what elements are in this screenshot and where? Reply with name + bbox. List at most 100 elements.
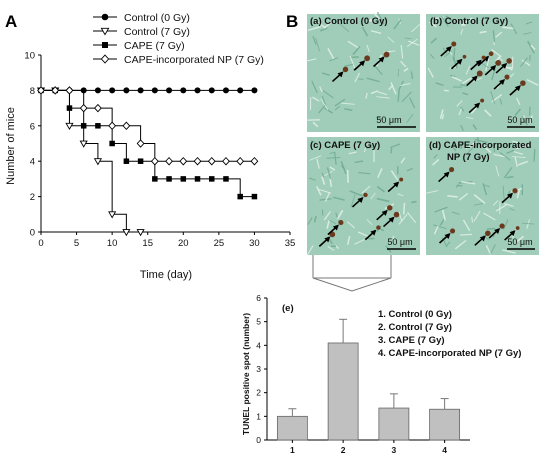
tissue-fiber [402, 202, 406, 215]
tissue-fiber [315, 38, 320, 52]
tissue-fiber [530, 44, 536, 51]
data-point [123, 87, 130, 94]
y-tick-label: 5 [256, 317, 261, 327]
arrow-head [471, 75, 478, 82]
tunel-spot [504, 74, 510, 80]
tissue-fiber [349, 190, 363, 197]
tissue-fiber [473, 203, 483, 206]
tissue-fiber [495, 204, 507, 212]
x-tick-label: 3 [392, 445, 397, 455]
tissue-fiber [370, 90, 379, 95]
tissue-fiber [466, 116, 474, 120]
tissue-fiber [410, 71, 414, 80]
data-point [102, 42, 108, 48]
tissue-fiber [506, 149, 515, 154]
tissue-fiber [462, 92, 469, 96]
tissue-fiber [350, 194, 356, 208]
x-tick-label: 30 [249, 238, 260, 249]
tissue-fiber [495, 31, 503, 38]
tunel-spot [376, 225, 381, 230]
tissue-fiber [512, 140, 519, 144]
data-point [151, 87, 158, 94]
tissue-fiber [389, 143, 401, 149]
tissue-fiber [327, 47, 335, 60]
tissue-fiber [305, 58, 317, 62]
tunel-spots [318, 177, 404, 247]
data-point [94, 87, 101, 94]
tissue-fiber [491, 48, 501, 57]
data-point [137, 158, 144, 164]
y-tick-label: 6 [30, 121, 35, 132]
tissue-fiber [424, 190, 439, 194]
data-point [251, 193, 258, 200]
data-point [93, 158, 102, 166]
micrograph-label-line1: (d) CAPE-incorporated [429, 140, 532, 151]
panel-a-letter: A [5, 12, 17, 31]
tissue-fiber [346, 235, 351, 245]
arrow-head [381, 209, 388, 216]
tunel-spot [476, 70, 483, 77]
tissue-fiber [388, 84, 394, 91]
tissue-fiber [444, 50, 453, 58]
tissue-fiber [320, 98, 329, 111]
tissue-fiber [373, 12, 383, 24]
tunel-spots [331, 51, 390, 83]
tissue-fiber [473, 77, 483, 82]
tissue-fiber [366, 77, 380, 83]
tissue-fiber [503, 166, 513, 179]
tissue-fiber [316, 186, 322, 196]
data-point [152, 176, 158, 182]
tissue-fiber [376, 185, 385, 193]
data-point [79, 140, 88, 148]
arrow-head [393, 181, 400, 188]
arrow-head [479, 235, 486, 242]
tissue-fiber [446, 241, 451, 247]
tissue-fiber [511, 156, 526, 159]
tissue-fiber [354, 160, 364, 164]
data-point [193, 156, 202, 166]
tissue-texture [306, 140, 417, 256]
y-tick-label: 6 [256, 293, 261, 303]
tissue-fiber [409, 97, 416, 109]
data-point [122, 229, 131, 237]
y-tick-label: 1 [256, 411, 261, 421]
tissue-fiber [465, 142, 475, 150]
tissue-fiber [490, 244, 496, 255]
arrow-head [359, 60, 366, 67]
arrow-head [514, 85, 521, 92]
arrow-head [499, 79, 506, 86]
tissue-fiber [516, 235, 525, 242]
tissue-fiber [347, 40, 360, 49]
tunel-spot [449, 166, 455, 173]
tissue-fiber [309, 177, 316, 181]
tissue-fiber [397, 193, 404, 197]
tissue-fiber [403, 67, 409, 72]
tissue-fiber [473, 210, 481, 222]
x-tick-label: 20 [178, 238, 189, 249]
tissue-fiber [427, 67, 434, 78]
tissue-image [426, 137, 539, 255]
tissue-fiber [326, 167, 332, 180]
tissue-fiber [326, 219, 331, 229]
tissue-fiber [460, 84, 468, 87]
data-point [179, 156, 188, 166]
tissue-fiber [321, 172, 325, 178]
tissue-fiber [502, 249, 516, 254]
data-point [94, 103, 102, 113]
data-point [251, 87, 258, 94]
tunel-bar-chart: (e) 1. Control (0 Gy) 2. Control (7 Gy) … [241, 293, 521, 455]
data-point [223, 176, 229, 182]
tissue-fiber [460, 28, 464, 35]
data-point [65, 86, 74, 95]
tissue-fiber [465, 144, 476, 156]
x-tick-label: 0 [38, 238, 43, 249]
tissue-fiber [365, 92, 368, 99]
tissue-fiber [354, 239, 365, 245]
tissue-fiber [376, 11, 385, 25]
tissue-fiber [528, 106, 531, 116]
scale-bar: 50 μm [387, 237, 416, 250]
x-tick-label: 5 [74, 238, 79, 249]
data-point [166, 87, 173, 94]
tissue-fiber [441, 114, 445, 120]
